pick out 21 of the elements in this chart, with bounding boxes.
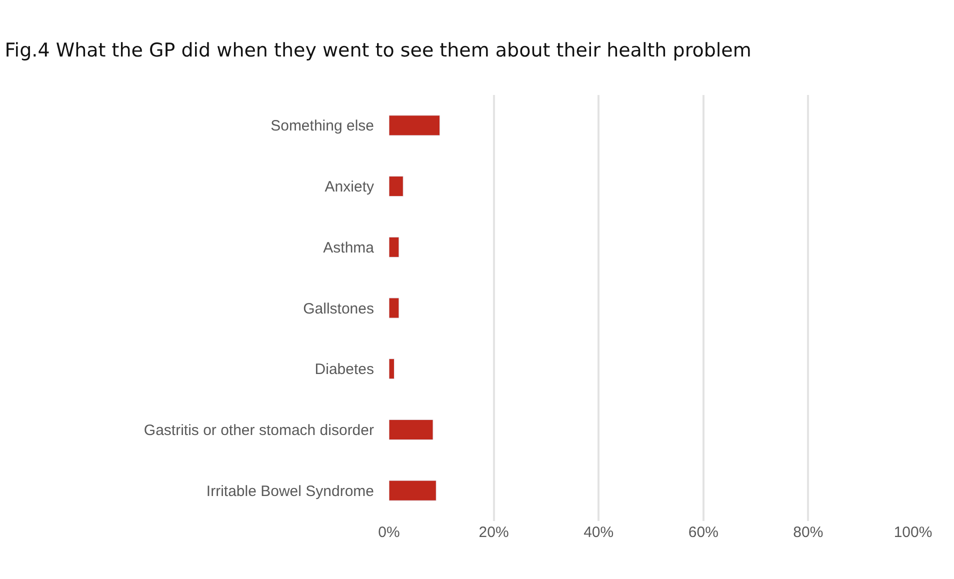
bar [389, 358, 394, 380]
x-tick-label: 0% [378, 524, 400, 541]
chart-title: Fig.4 What the GP did when they went to see them about their health problem [4, 40, 752, 62]
bar [389, 236, 400, 258]
x-tick-label: 80% [793, 524, 824, 541]
bar [389, 298, 400, 318]
y-tick-label: Irritable Bowel Syndrome [206, 482, 374, 500]
bar [389, 115, 440, 136]
y-tick-label: Gastritis or other stomach disorder [144, 422, 374, 439]
bar [389, 419, 434, 440]
y-tick-label: Anxiety [324, 178, 374, 196]
y-tick-label: Asthma [323, 239, 375, 256]
x-tick-label: 20% [478, 524, 509, 541]
bar [389, 176, 404, 197]
y-tick-label: Gallstones [303, 300, 374, 318]
bar [389, 480, 436, 501]
x-tick-label: 100% [894, 524, 932, 541]
x-tick-label: 60% [688, 524, 718, 541]
y-tick-label: Diabetes [314, 361, 374, 378]
y-tick-label: Something else [270, 118, 374, 135]
x-tick-label: 40% [584, 524, 614, 541]
